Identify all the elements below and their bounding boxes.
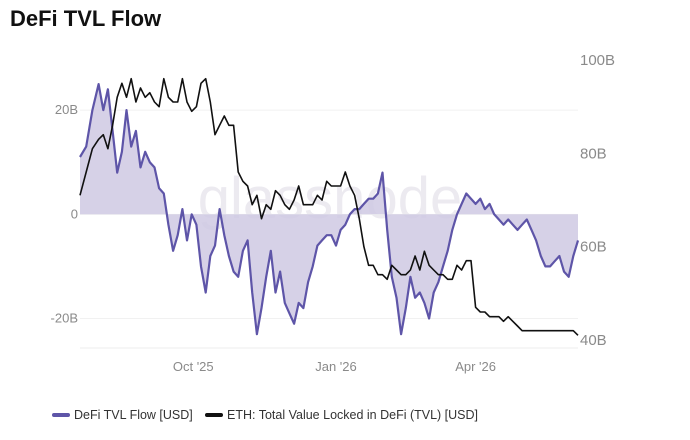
legend-item-tvl[interactable]: ETH: Total Value Locked in DeFi (TVL) [U… (205, 408, 478, 422)
y-right-tick-label: 60B (580, 239, 607, 256)
left-axis: 20B 0 -20B (51, 102, 78, 325)
y-left-tick-label: 20B (55, 102, 78, 117)
y-right-tick-label: 100B (580, 52, 615, 69)
x-axis: Oct '25 Jan '26 Apr '26 (173, 359, 496, 374)
x-tick-label: Jan '26 (315, 359, 357, 374)
legend: DeFi TVL Flow [USD] ETH: Total Value Loc… (0, 408, 690, 432)
y-left-tick-label: 0 (71, 206, 78, 221)
legend-label-flow: DeFi TVL Flow [USD] (74, 408, 193, 422)
legend-swatch-tvl (205, 413, 223, 417)
y-left-tick-label: -20B (51, 311, 78, 326)
tvl-series-line[interactable] (79, 77, 579, 336)
flow-series-line[interactable] (79, 83, 580, 336)
x-tick-label: Apr '26 (455, 359, 496, 374)
flow-area (80, 84, 578, 335)
chart-title: DeFi TVL Flow (10, 6, 162, 31)
legend-label-tvl: ETH: Total Value Locked in DeFi (TVL) [U… (227, 408, 479, 422)
legend-swatch-flow (52, 413, 70, 417)
y-right-tick-label: 80B (580, 145, 607, 162)
right-axis: 100B 80B 60B 40B (580, 52, 615, 349)
legend-item-flow[interactable]: DeFi TVL Flow [USD] (52, 408, 193, 422)
y-right-tick-label: 40B (580, 332, 607, 349)
x-tick-label: Oct '25 (173, 359, 214, 374)
